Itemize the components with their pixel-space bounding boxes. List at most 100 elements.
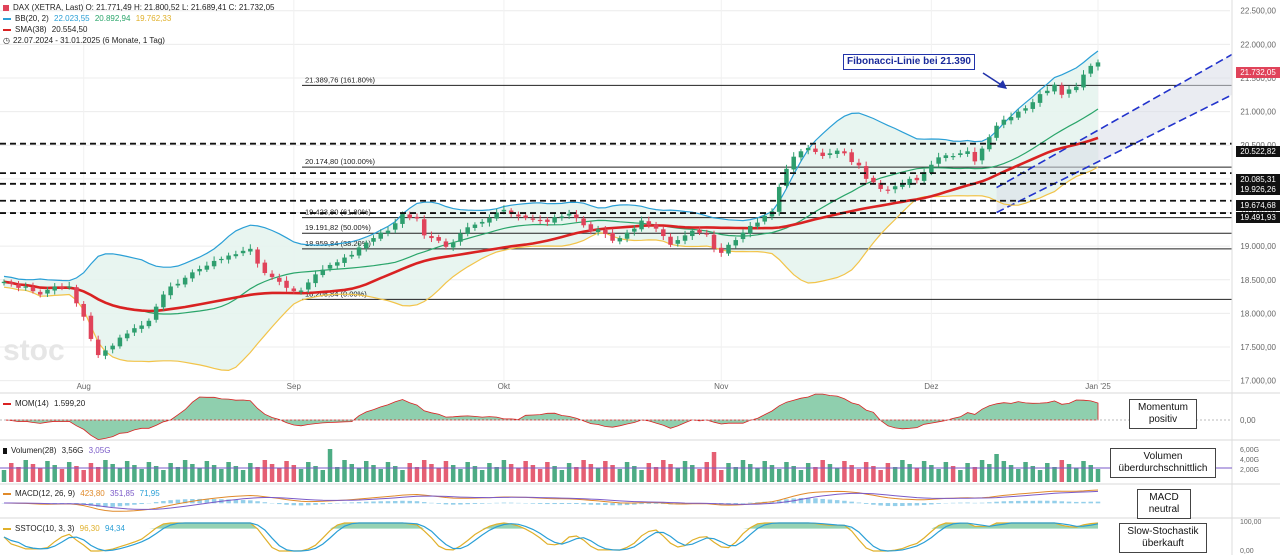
- y-tick-label: 17.500,00: [1240, 343, 1276, 352]
- volume-bar: [653, 467, 659, 482]
- macd-histogram-bar: [458, 503, 463, 505]
- volume-bar: [52, 465, 57, 482]
- candle-body: [552, 217, 557, 223]
- macd-signal-value: 351,85: [109, 489, 135, 498]
- volume-bar: [168, 463, 173, 482]
- volume-bar: [1023, 462, 1028, 482]
- volume-bar: [182, 460, 188, 482]
- candle-body: [103, 350, 108, 356]
- volume-bar: [646, 463, 652, 482]
- y-tick-label: 18.500,00: [1240, 276, 1276, 285]
- candle-body: [798, 151, 804, 158]
- candle-body: [117, 337, 123, 347]
- volume-bar: [139, 469, 144, 482]
- macd-histogram-bar: [371, 501, 376, 504]
- macd-histogram-bar: [472, 503, 478, 504]
- x-tick-label: Jan '25: [1085, 382, 1111, 391]
- candle-body: [936, 157, 941, 164]
- candle-body: [1016, 111, 1021, 118]
- candle-body: [863, 166, 869, 179]
- macd-histogram-bar: [364, 501, 369, 504]
- volume-bar: [226, 462, 231, 482]
- macd-histogram-bar: [965, 502, 970, 504]
- volume-bar: [255, 467, 260, 482]
- volume-bar: [371, 465, 376, 482]
- volume-bar: [747, 464, 753, 482]
- candle-body: [943, 155, 949, 159]
- candle-body: [516, 214, 521, 217]
- macd-histogram-bar: [885, 503, 891, 506]
- candle-body: [603, 229, 608, 235]
- volume-bar: [805, 463, 811, 482]
- macd-histogram-bar: [226, 499, 231, 504]
- candle-body: [146, 320, 152, 327]
- volume-bar: [863, 462, 869, 482]
- candle-body: [306, 282, 311, 290]
- candle-body: [834, 150, 840, 154]
- candle-body: [190, 272, 195, 279]
- volume-bar: [219, 469, 224, 482]
- candle-body: [566, 213, 572, 216]
- volume-bar: [95, 467, 101, 482]
- candle-body: [197, 268, 202, 272]
- macd-histogram-bar: [624, 503, 630, 506]
- macd-histogram-bar: [581, 503, 586, 505]
- volume-bar: [516, 468, 521, 482]
- candle-body: [487, 217, 492, 223]
- macd-histogram-bar: [827, 499, 833, 504]
- volume-bar: [943, 462, 949, 482]
- volume-bar: [1001, 461, 1007, 482]
- macd-histogram-bar: [197, 498, 202, 504]
- volume-bar: [878, 470, 883, 482]
- macd-histogram-bar: [378, 501, 383, 504]
- candle-body: [719, 247, 724, 253]
- volume-bar: [436, 468, 441, 482]
- y-tick-label: 21.000,00: [1240, 108, 1276, 117]
- volume-bar: [545, 462, 550, 482]
- candle-body: [1030, 102, 1036, 109]
- macd-histogram-bar: [595, 503, 601, 505]
- volume-bar: [595, 468, 601, 482]
- candle-body: [81, 303, 86, 317]
- macd-histogram-bar: [124, 503, 130, 506]
- candle-body: [16, 284, 21, 288]
- macd-histogram-bar: [979, 502, 985, 504]
- y-tick-label: 22.500,00: [1240, 7, 1276, 16]
- candle-body: [885, 189, 891, 191]
- volume-bar: [378, 469, 383, 482]
- candle-body: [849, 152, 854, 163]
- volume-value: 3,56G: [61, 446, 84, 455]
- candle-body: [392, 223, 398, 230]
- candle-body: [110, 345, 115, 350]
- macd-histogram-bar: [1095, 501, 1101, 504]
- sstoc-box-title: Slow-Stochastik: [1127, 526, 1199, 537]
- volume-bar: [726, 463, 731, 482]
- macd-histogram-bar: [508, 502, 514, 504]
- candle-body: [740, 232, 746, 240]
- candle-body: [23, 286, 28, 288]
- macd-histogram-bar: [834, 500, 840, 504]
- volume-bar: [697, 469, 702, 482]
- candle-body: [856, 162, 862, 166]
- volume-bar: [501, 460, 507, 482]
- candle-body: [639, 220, 644, 230]
- macd-swatch: [3, 492, 11, 495]
- volume-bar: [668, 464, 673, 482]
- volume-bar: [103, 460, 108, 482]
- macd-histogram-bar: [1081, 501, 1086, 504]
- sma-line: [3, 136, 1099, 313]
- y-tick-label: 21.500,00: [1240, 74, 1276, 83]
- macd-legend: MACD(12, 26, 9) 423,80 351,85 71,95: [3, 489, 160, 499]
- macd-histogram-bar: [653, 503, 659, 504]
- volume-bar: [552, 466, 557, 482]
- macd-box: MACD neutral: [1137, 489, 1191, 519]
- candle-body: [979, 148, 985, 161]
- volume-bar: [1, 470, 7, 482]
- bb-upper-value: 22.023,55: [54, 14, 90, 23]
- sma-label: SMA(38): [15, 25, 47, 34]
- candle-body: [400, 213, 405, 224]
- macd-histogram-bar: [103, 503, 108, 508]
- level-tag: 20.085,31: [1236, 174, 1280, 185]
- mom-swatch: [3, 402, 11, 405]
- macd-histogram-bar: [349, 502, 355, 504]
